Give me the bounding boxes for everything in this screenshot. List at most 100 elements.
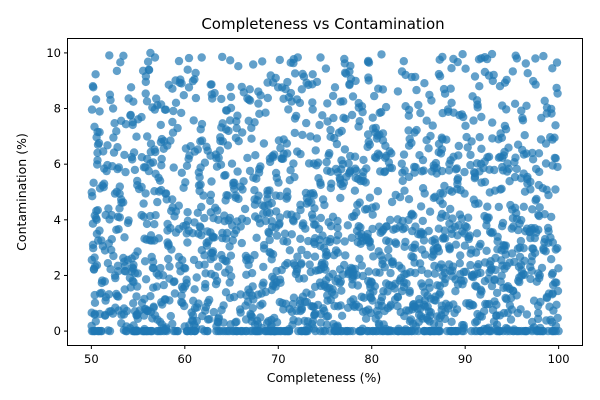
scatter-point xyxy=(534,210,543,219)
scatter-point xyxy=(377,50,386,59)
scatter-point xyxy=(315,120,324,130)
scatter-point xyxy=(495,82,505,91)
scatter-point xyxy=(157,134,167,144)
scatter-point xyxy=(441,307,450,317)
scatter-point xyxy=(434,247,444,256)
scatter-point xyxy=(326,125,335,135)
scatter-point xyxy=(238,326,248,336)
scatter-point xyxy=(410,240,420,249)
scatter-point xyxy=(483,202,492,211)
scatter-point xyxy=(378,326,387,335)
scatter-point xyxy=(183,216,193,225)
scatter-point xyxy=(148,103,157,112)
scatter-point xyxy=(451,240,461,249)
scatter-point xyxy=(444,107,453,117)
scatter-point xyxy=(552,58,562,67)
scatter-point xyxy=(516,236,526,246)
scatter-point xyxy=(548,238,557,247)
scatter-point xyxy=(321,251,331,261)
scatter-point xyxy=(420,79,429,88)
scatter-point xyxy=(532,277,541,286)
scatter-point xyxy=(512,54,522,63)
scatter-point xyxy=(414,100,423,110)
scatter-point xyxy=(416,304,425,313)
scatter-point xyxy=(551,185,560,194)
scatter-point xyxy=(93,326,102,336)
scatter-point xyxy=(177,168,186,177)
scatter-point xyxy=(358,324,367,333)
scatter-point xyxy=(182,275,191,284)
scatter-point xyxy=(308,70,317,79)
scatter-point xyxy=(419,236,429,245)
scatter-point xyxy=(223,191,233,200)
scatter-point xyxy=(132,132,141,141)
scatter-point xyxy=(380,167,390,176)
scatter-point xyxy=(128,155,137,164)
scatter-point xyxy=(547,212,556,222)
scatter-point xyxy=(418,282,428,291)
scatter-point xyxy=(519,202,528,211)
scatter-point xyxy=(286,166,295,175)
scatter-point xyxy=(520,131,529,140)
scatter-point xyxy=(251,212,260,221)
scatter-point xyxy=(227,272,236,281)
scatter-point xyxy=(318,111,327,120)
scatter-point xyxy=(500,264,509,273)
scatter-point xyxy=(380,263,389,272)
scatter-point xyxy=(404,126,413,135)
data-points xyxy=(87,48,563,336)
scatter-point xyxy=(469,116,478,125)
scatter-point xyxy=(458,280,467,289)
scatter-point xyxy=(154,173,163,182)
scatter-point xyxy=(451,165,461,174)
scatter-point xyxy=(424,226,433,236)
scatter-point xyxy=(304,236,313,246)
scatter-point xyxy=(540,210,549,219)
scatter-point xyxy=(129,260,138,270)
scatter-point xyxy=(548,268,557,278)
scatter-point xyxy=(493,232,502,241)
scatter-point xyxy=(448,272,457,281)
scatter-point xyxy=(351,164,360,173)
scatter-point xyxy=(174,201,183,210)
scatter-point xyxy=(508,67,517,76)
scatter-point xyxy=(110,271,120,280)
scatter-point xyxy=(429,193,438,203)
scatter-point xyxy=(336,179,345,189)
scatter-point xyxy=(184,83,194,92)
scatter-point xyxy=(89,178,98,187)
scatter-point xyxy=(189,116,198,125)
scatter-point xyxy=(331,326,340,335)
scatter-point xyxy=(108,309,118,318)
scatter-point xyxy=(306,189,315,198)
scatter-point xyxy=(326,183,335,193)
scatter-point xyxy=(533,301,543,310)
scatter-point xyxy=(449,300,458,309)
x-tick-label: 100 xyxy=(548,352,570,366)
scatter-point xyxy=(550,153,559,163)
scatter-point xyxy=(527,223,536,233)
scatter-point xyxy=(225,293,235,303)
scatter-point xyxy=(304,197,313,206)
scatter-point xyxy=(120,233,129,242)
scatter-point xyxy=(310,234,320,243)
scatter-point xyxy=(191,68,200,78)
scatter-point xyxy=(512,209,521,218)
scatter-point xyxy=(177,291,186,300)
x-tick-label: 50 xyxy=(84,352,99,366)
scatter-point xyxy=(283,149,292,158)
scatter-point xyxy=(423,302,432,311)
scatter-point xyxy=(163,226,172,235)
scatter-point xyxy=(206,151,215,160)
scatter-point xyxy=(447,317,456,326)
scatter-point xyxy=(426,131,435,141)
scatter-point xyxy=(303,250,312,260)
scatter-point xyxy=(359,176,368,186)
scatter-point xyxy=(126,83,136,92)
scatter-point xyxy=(326,132,335,141)
scatter-point xyxy=(448,214,457,223)
scatter-point xyxy=(293,147,302,156)
scatter-point xyxy=(544,227,553,236)
scatter-point xyxy=(461,121,470,130)
scatter-point xyxy=(553,313,562,323)
